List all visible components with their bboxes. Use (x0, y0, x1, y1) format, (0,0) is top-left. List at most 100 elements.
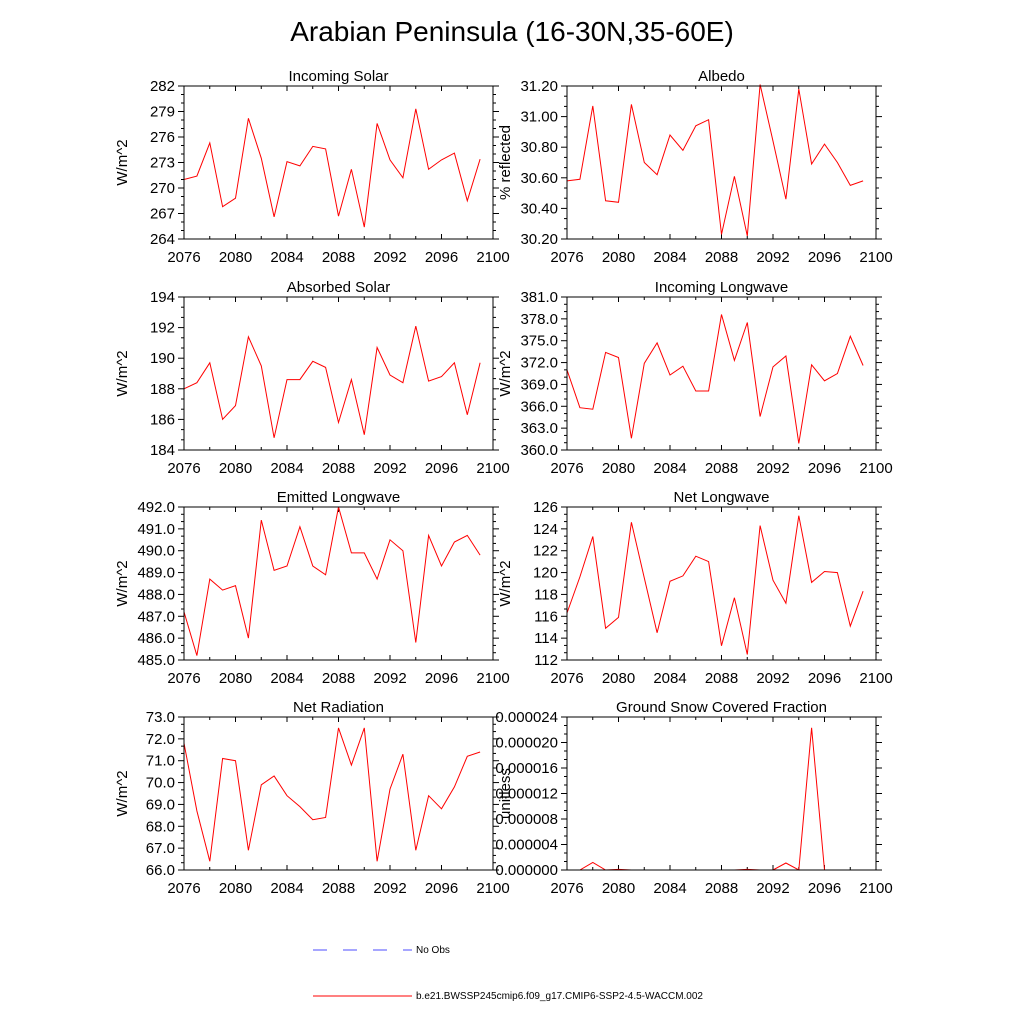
x-tick-label: 2080 (602, 880, 635, 897)
y-tick-label: 114 (534, 630, 558, 647)
panel-title-albedo: Albedo (698, 68, 745, 85)
y-tick-label: 66.0 (146, 862, 175, 879)
panel-title-emitted-longwave: Emitted Longwave (277, 489, 400, 506)
y-axis-label-incoming-longwave: W/m^2 (497, 350, 514, 396)
x-tick-label: 2080 (219, 880, 252, 897)
x-tick-label: 2080 (219, 460, 252, 477)
x-tick-label: 2092 (373, 880, 406, 897)
x-tick-label: 2088 (322, 460, 355, 477)
x-tick-label: 2092 (756, 249, 789, 266)
panels: Incoming Solar W/m^2 2076 2080 2084 2088 2092 2… (114, 68, 893, 897)
panel-albedo: Albedo % reflected 2076 2080 2084 2088 2092 209… (497, 68, 893, 266)
plot-frame-net-radiation (183, 716, 494, 871)
x-tick-label: 2100 (859, 880, 892, 897)
y-tick-label: 267 (150, 206, 175, 223)
series-line-net-radiation (183, 727, 481, 862)
y-axis-label-albedo: % reflected (497, 125, 514, 200)
y-tick-label: 363.0 (520, 420, 558, 437)
y-tick-label: 270 (150, 180, 175, 197)
y-tick-label: 69.0 (146, 796, 175, 813)
y-tick-label: 71.0 (146, 753, 175, 770)
panel-title-net-radiation: Net Radiation (293, 699, 384, 716)
x-tick-label: 2080 (602, 460, 635, 477)
x-tick-label: 2076 (167, 460, 200, 477)
x-tick-label: 2100 (476, 670, 509, 687)
y-tick-label: 0.000020 (495, 735, 558, 752)
y-tick-label: 124 (533, 521, 558, 538)
x-tick-label: 2088 (705, 249, 738, 266)
x-tick-label: 2088 (705, 460, 738, 477)
x-tick-label: 2096 (808, 880, 841, 897)
x-tick-label: 2076 (550, 670, 583, 687)
y-tick-label: 0.000008 (495, 811, 558, 828)
series-line-absorbed-solar (183, 325, 481, 438)
y-tick-label: 490.0 (137, 543, 175, 560)
x-tick-label: 2096 (425, 249, 458, 266)
y-tick-label: 118 (534, 586, 558, 603)
y-tick-label: 492.0 (137, 499, 175, 516)
y-axis-label-net-longwave: W/m^2 (497, 560, 514, 606)
panel-title-incoming-longwave: Incoming Longwave (655, 279, 788, 296)
panel-title-absorbed-solar: Absorbed Solar (287, 279, 390, 296)
y-tick-label: 487.0 (137, 608, 175, 625)
y-tick-label: 120 (533, 565, 558, 582)
plot-frame-net-longwave (566, 506, 877, 661)
x-tick-label: 2100 (476, 880, 509, 897)
panel-net-longwave: Net Longwave W/m^2 2076 2080 2084 2088 2092 209… (497, 489, 893, 687)
x-tick-label: 2076 (167, 670, 200, 687)
y-axis-label-net-radiation: W/m^2 (114, 770, 131, 816)
y-tick-label: 30.40 (520, 200, 558, 217)
x-tick-label: 2080 (602, 670, 635, 687)
y-tick-label: 30.80 (520, 139, 558, 156)
y-tick-label: 360.0 (520, 442, 558, 459)
x-tick-label: 2088 (322, 880, 355, 897)
y-tick-label: 30.20 (520, 231, 558, 248)
y-tick-label: 485.0 (137, 652, 175, 669)
series-line-net-longwave (566, 515, 864, 655)
y-tick-label: 31.20 (520, 78, 558, 95)
series-line-incoming-longwave (566, 314, 864, 444)
x-tick-label: 2096 (808, 460, 841, 477)
y-tick-label: 73.0 (146, 709, 175, 726)
y-tick-label: 67.0 (146, 840, 175, 857)
y-tick-label: 0.000016 (495, 760, 558, 777)
x-tick-label: 2076 (550, 460, 583, 477)
x-tick-label: 2096 (425, 460, 458, 477)
y-tick-label: 375.0 (520, 333, 558, 350)
y-axis-label-ground-snow-covered-fraction: unitless (497, 768, 514, 819)
x-tick-label: 2100 (859, 670, 892, 687)
y-axis-label-absorbed-solar: W/m^2 (114, 350, 131, 396)
y-tick-label: 488.0 (137, 586, 175, 603)
x-tick-label: 2084 (270, 460, 303, 477)
y-tick-label: 273 (150, 155, 175, 172)
y-tick-label: 486.0 (137, 630, 175, 647)
y-tick-label: 282 (150, 78, 175, 95)
legend: No Obs b.e21.BWSSP245cmip6.f09_g17.CMIP6… (313, 945, 703, 1002)
panel-ground-snow-covered-fraction: Ground Snow Covered Fraction unitless 2076… (495, 699, 892, 897)
x-tick-label: 2084 (270, 249, 303, 266)
x-tick-label: 2088 (705, 670, 738, 687)
y-tick-label: 264 (150, 231, 175, 248)
y-tick-label: 366.0 (520, 398, 558, 415)
y-tick-label: 31.00 (520, 109, 558, 126)
y-tick-label: 126 (533, 499, 558, 516)
y-tick-label: 122 (533, 543, 558, 560)
plot-frame-ground-snow-covered-fraction (566, 716, 877, 871)
y-tick-label: 184 (150, 442, 175, 459)
plot-frame-incoming-longwave (566, 296, 877, 451)
x-tick-label: 2080 (219, 249, 252, 266)
y-tick-label: 0.000000 (495, 862, 558, 879)
y-tick-label: 0.000024 (495, 709, 558, 726)
x-tick-label: 2080 (219, 670, 252, 687)
y-tick-label: 378.0 (520, 311, 558, 328)
x-tick-label: 2092 (756, 460, 789, 477)
x-tick-label: 2092 (756, 670, 789, 687)
x-tick-label: 2088 (705, 880, 738, 897)
x-tick-label: 2076 (550, 880, 583, 897)
x-tick-label: 2084 (270, 670, 303, 687)
y-tick-label: 491.0 (137, 521, 175, 538)
panel-net-radiation: Net Radiation W/m^2 2076 2080 2084 2088 2092 20… (114, 699, 510, 897)
legend-obs-label: No Obs (416, 945, 450, 956)
plot-frame-incoming-solar (183, 85, 494, 240)
